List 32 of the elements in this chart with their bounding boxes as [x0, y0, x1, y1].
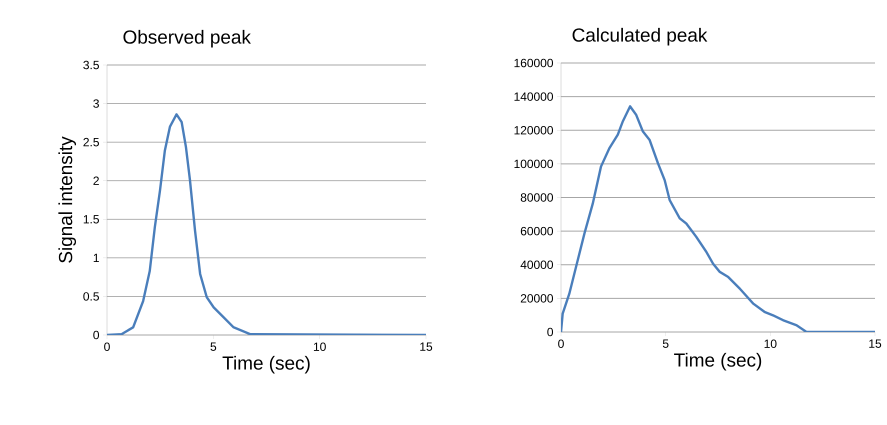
y-tick-label: 40000 — [520, 260, 554, 269]
x-axis-title: Time (sec) — [674, 352, 762, 370]
y-tick-label: 140000 — [514, 92, 554, 101]
line-series — [107, 113, 426, 335]
x-tick-label: 5 — [662, 340, 668, 348]
y-tick-label: 1 — [94, 254, 99, 262]
x-tick-label: 0 — [104, 342, 110, 351]
y-axis-title: Signal intensity — [58, 136, 76, 263]
x-tick-label: 5 — [210, 342, 216, 351]
y-tick-label: 1.5 — [84, 215, 99, 224]
y-tick-label: 0.5 — [83, 292, 99, 301]
y-tick-label: 0 — [547, 328, 554, 336]
x-tick-label: 15 — [420, 342, 432, 351]
chart-title: Observed peak — [123, 30, 251, 48]
line-series — [561, 105, 876, 332]
y-tick-label: 80000 — [520, 193, 554, 202]
y-tick-label: 100000 — [514, 160, 554, 168]
x-tick-label: 10 — [314, 342, 326, 351]
x-tick-label: 15 — [869, 340, 882, 348]
y-tick-label: 120000 — [514, 126, 554, 134]
x-tick-label: 0 — [558, 340, 564, 348]
x-tick-label: 10 — [764, 340, 777, 348]
y-tick-label: 3.5 — [83, 60, 99, 70]
y-tick-label: 3 — [93, 99, 99, 108]
y-tick-label: 60000 — [520, 226, 554, 236]
y-tick-label: 20000 — [520, 294, 554, 303]
chart-title: Calculated peak — [572, 28, 708, 46]
x-axis-title: Time (sec) — [222, 356, 310, 374]
y-tick-label: 0 — [93, 330, 100, 340]
y-tick-label: 160000 — [514, 58, 554, 68]
y-tick-label: 2 — [93, 176, 99, 185]
y-tick-label: 2.5 — [83, 138, 99, 146]
